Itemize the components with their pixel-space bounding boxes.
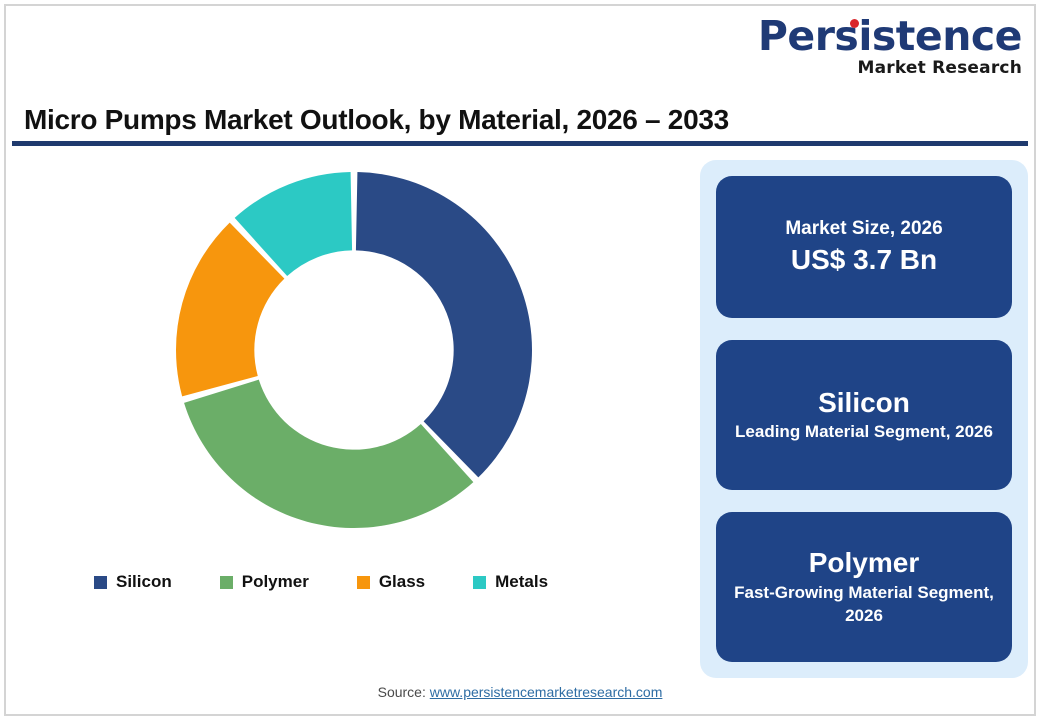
card-market-size-label: Market Size, 2026 [785, 217, 943, 239]
legend-item-glass[interactable]: Glass [356, 572, 426, 592]
legend-swatch-icon [473, 575, 487, 589]
chart-area: Silicon Polymer Glass Metals [12, 152, 682, 632]
logo-dot-icon [849, 19, 859, 28]
brand-tagline: Market Research [857, 58, 1022, 78]
donut-slice-glass[interactable] [176, 222, 285, 397]
legend-label: Glass [378, 572, 426, 591]
brand-logo: Persistence Market Research [758, 16, 1023, 78]
card-fastest-segment-name: Polymer [808, 547, 920, 579]
chart-legend: Silicon Polymer Glass Metals [94, 572, 674, 592]
card-leading-segment-name: Silicon [818, 386, 910, 418]
legend-item-polymer[interactable]: Polymer [219, 572, 309, 592]
brand-name-text: Persistence [757, 12, 1023, 60]
source-prefix: Source: [377, 684, 430, 700]
legend-item-metals[interactable]: Metals [473, 572, 548, 592]
legend-label: Silicon [116, 572, 172, 591]
card-fastest-segment-label: Fast-Growing Material Segment, 2026 [734, 582, 994, 625]
highlight-panel: Market Size, 2026 US$ 3.7 Bn Silicon Lea… [700, 160, 1028, 678]
brand-name: Persistence [758, 16, 1023, 57]
donut-chart-svg [176, 172, 533, 528]
page-title: Micro Pumps Market Outlook, by Material,… [24, 104, 729, 135]
legend-item-silicon[interactable]: Silicon [94, 572, 172, 592]
legend-label: Polymer [241, 572, 309, 591]
card-fastest-segment: Polymer Fast-Growing Material Segment, 2… [716, 512, 1012, 662]
donut-slice-silicon[interactable] [355, 172, 533, 478]
donut-slice-polymer[interactable] [184, 379, 474, 528]
legend-swatch-icon [356, 575, 370, 589]
card-leading-segment: Silicon Leading Material Segment, 2026 [716, 340, 1012, 490]
card-market-size-value: US$ 3.7 Bn [790, 244, 938, 276]
legend-label: Metals [495, 572, 549, 591]
legend-swatch-icon [94, 575, 107, 589]
donut-slice-metals[interactable] [234, 172, 353, 277]
source-link[interactable]: www.persistencemarketresearch.com [429, 684, 663, 700]
title-underline [12, 141, 1028, 146]
legend-swatch-icon [219, 575, 233, 589]
card-leading-segment-label: Leading Material Segment, 2026 [735, 422, 993, 442]
donut-chart [174, 170, 534, 530]
card-market-size: Market Size, 2026 US$ 3.7 Bn [716, 176, 1012, 318]
source-line: Source: www.persistencemarketresearch.co… [0, 684, 1040, 700]
